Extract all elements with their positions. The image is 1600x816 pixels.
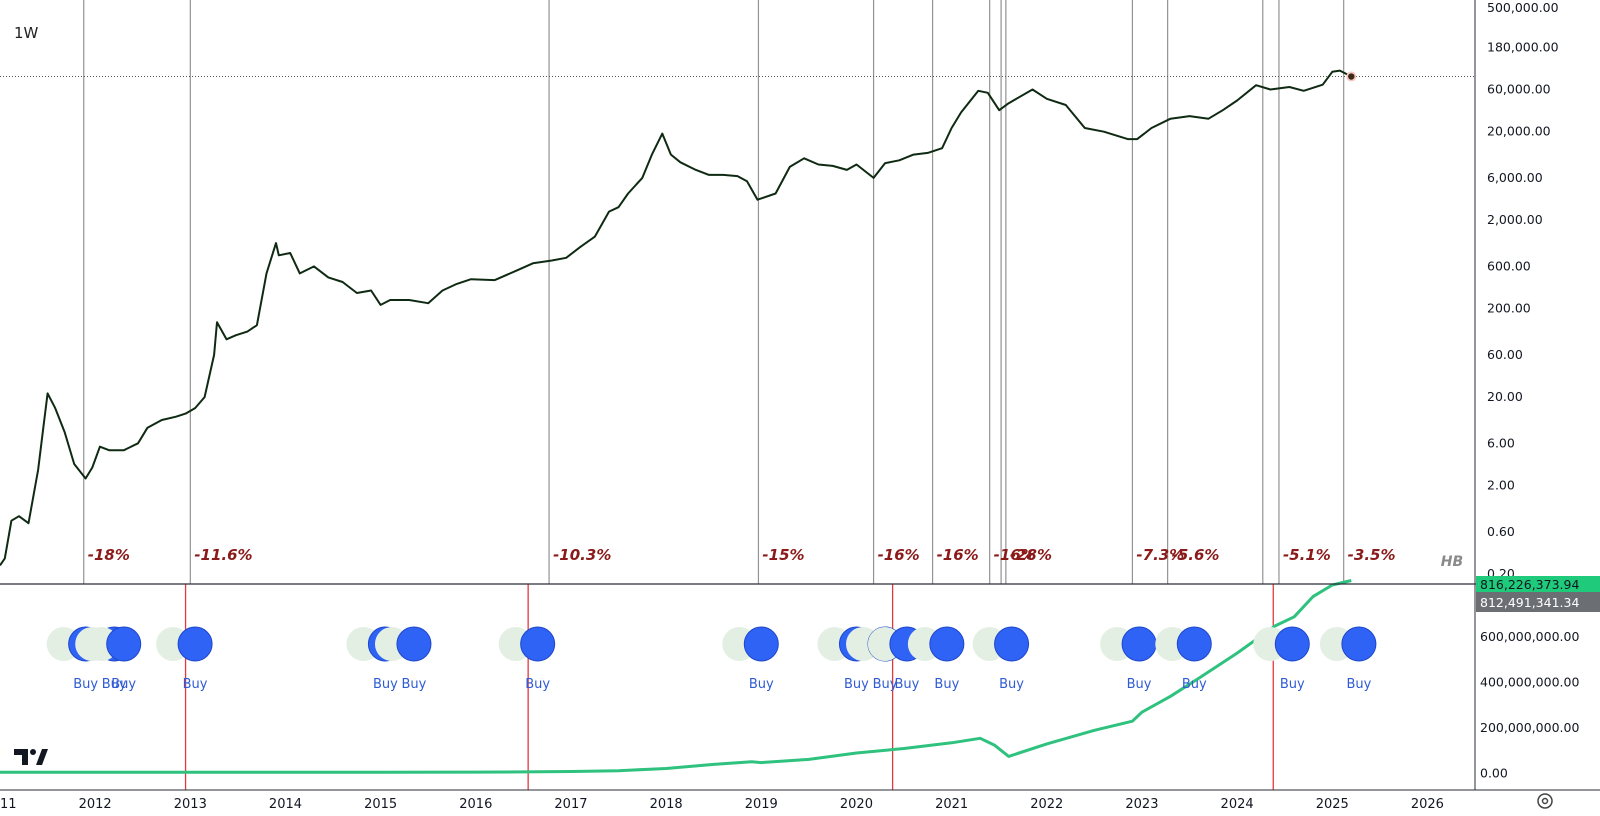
time-axis-label: 2023 [1125,797,1158,812]
buy-marker[interactable] [743,626,779,662]
time-axis-label: 2015 [364,797,397,812]
buy-marker[interactable] [177,626,213,662]
buy-marker[interactable] [396,626,432,662]
drawdown-label: -28% [1010,546,1052,564]
equity-value-badge[interactable] [1476,592,1600,612]
price-axis-label: 60.00 [1487,347,1523,362]
drawdown-label: -16% [878,546,920,564]
equity-axis-label: 400,000,000.00 [1480,675,1579,690]
price-axis-label: 20,000.00 [1487,124,1551,139]
price-axis-label: 6.00 [1487,435,1515,450]
drawdown-label: -18% [88,546,130,564]
time-axis-label: 2012 [79,797,112,812]
buy-label: Buy [525,677,550,692]
buy-marker[interactable] [929,626,965,662]
price-pane: -18% -11.6% -10.3% -15% -16% -16% -16%-28% -7.3… [0,0,1475,584]
price-axis-label: 2,000.00 [1487,212,1543,227]
time-axis-label: 2017 [554,797,587,812]
drawdown-label: -5.6% [1172,546,1220,564]
drawdown-label: -15% [762,546,804,564]
interval-label[interactable]: 1W [14,24,39,42]
buy-label: Buy [73,677,98,692]
drawdown-label: -10.3% [553,546,611,564]
buy-label: Buy [373,677,398,692]
buy-marker[interactable] [1274,626,1310,662]
buy-marker[interactable] [106,626,142,662]
buy-label: Buy [999,677,1024,692]
buy-label: Buy [1127,677,1152,692]
price-axis-label: 200.00 [1487,301,1531,316]
settings-gear-icon[interactable] [1537,793,1553,809]
equity-axis-label: 0.00 [1480,765,1508,780]
time-axis-label: 2021 [935,797,968,812]
drawdown-label: -16% [937,546,979,564]
buy-label: Buy [873,677,898,692]
buy-label: Buy [844,677,869,692]
equity-value-badge-text: 812,491,341.34 [1480,595,1579,610]
price-axis-label: 180,000.00 [1487,39,1559,54]
last-price-dot[interactable] [1348,73,1355,80]
buy-label: Buy [934,677,959,692]
equity-series-line[interactable] [0,579,1352,774]
buy-label: Buy [111,677,136,692]
tradingview-logo-icon[interactable] [14,749,48,765]
buy-marker[interactable] [1121,626,1157,662]
buy-marker[interactable] [994,626,1030,662]
buy-label: Buy [402,677,427,692]
time-axis-label: 2026 [1411,797,1444,812]
buy-label: Buy [1182,677,1207,692]
equity-axis-label: 200,000,000.00 [1480,720,1579,735]
price-axis-label: 0.60 [1487,524,1515,539]
price-axis-label: 500,000.00 [1487,0,1559,15]
price-series-line[interactable] [0,69,1352,566]
buy-label: Buy [1280,677,1305,692]
time-axis-label: 2018 [650,797,683,812]
price-axis-label: 20.00 [1487,389,1523,404]
drawdown-label: -3.5% [1348,546,1396,564]
buy-label: Buy [1346,677,1371,692]
price-axis-label: 2.00 [1487,478,1515,493]
drawdown-label: -16% [994,546,1036,564]
buy-label: Buy [894,677,919,692]
time-axis-label: 2019 [745,797,778,812]
buy-marker[interactable] [1341,626,1377,662]
equity-value-badge[interactable] [1476,576,1600,592]
time-axis-label: 2016 [459,797,492,812]
time-axis-label: 2025 [1316,797,1349,812]
time-axis-label: 2014 [269,797,302,812]
equity-value-badge-text: 816,226,373.94 [1480,577,1579,592]
watermark-text: HB [1441,554,1463,570]
price-axis-label: 600.00 [1487,258,1531,273]
buy-label: Buy [102,677,127,692]
time-axis-label: 2024 [1221,797,1254,812]
buy-marker[interactable] [520,626,556,662]
equity-axis-label: 600,000,000.00 [1480,629,1579,644]
time-axis-label: 2022 [1030,797,1063,812]
time-axis-label: 2011 [0,797,17,812]
buy-label: Buy [749,677,774,692]
price-axis-label: 6,000.00 [1487,170,1543,185]
drawdown-label: -11.6% [194,546,252,564]
drawdown-label: -5.1% [1283,546,1331,564]
time-axis-label: 2020 [840,797,873,812]
buy-label: Buy [183,677,208,692]
time-axis-label: 2013 [174,797,207,812]
drawdown-label: -7.3% [1136,546,1184,564]
buy-marker[interactable] [1176,626,1212,662]
price-axis-label: 60,000.00 [1487,81,1551,96]
